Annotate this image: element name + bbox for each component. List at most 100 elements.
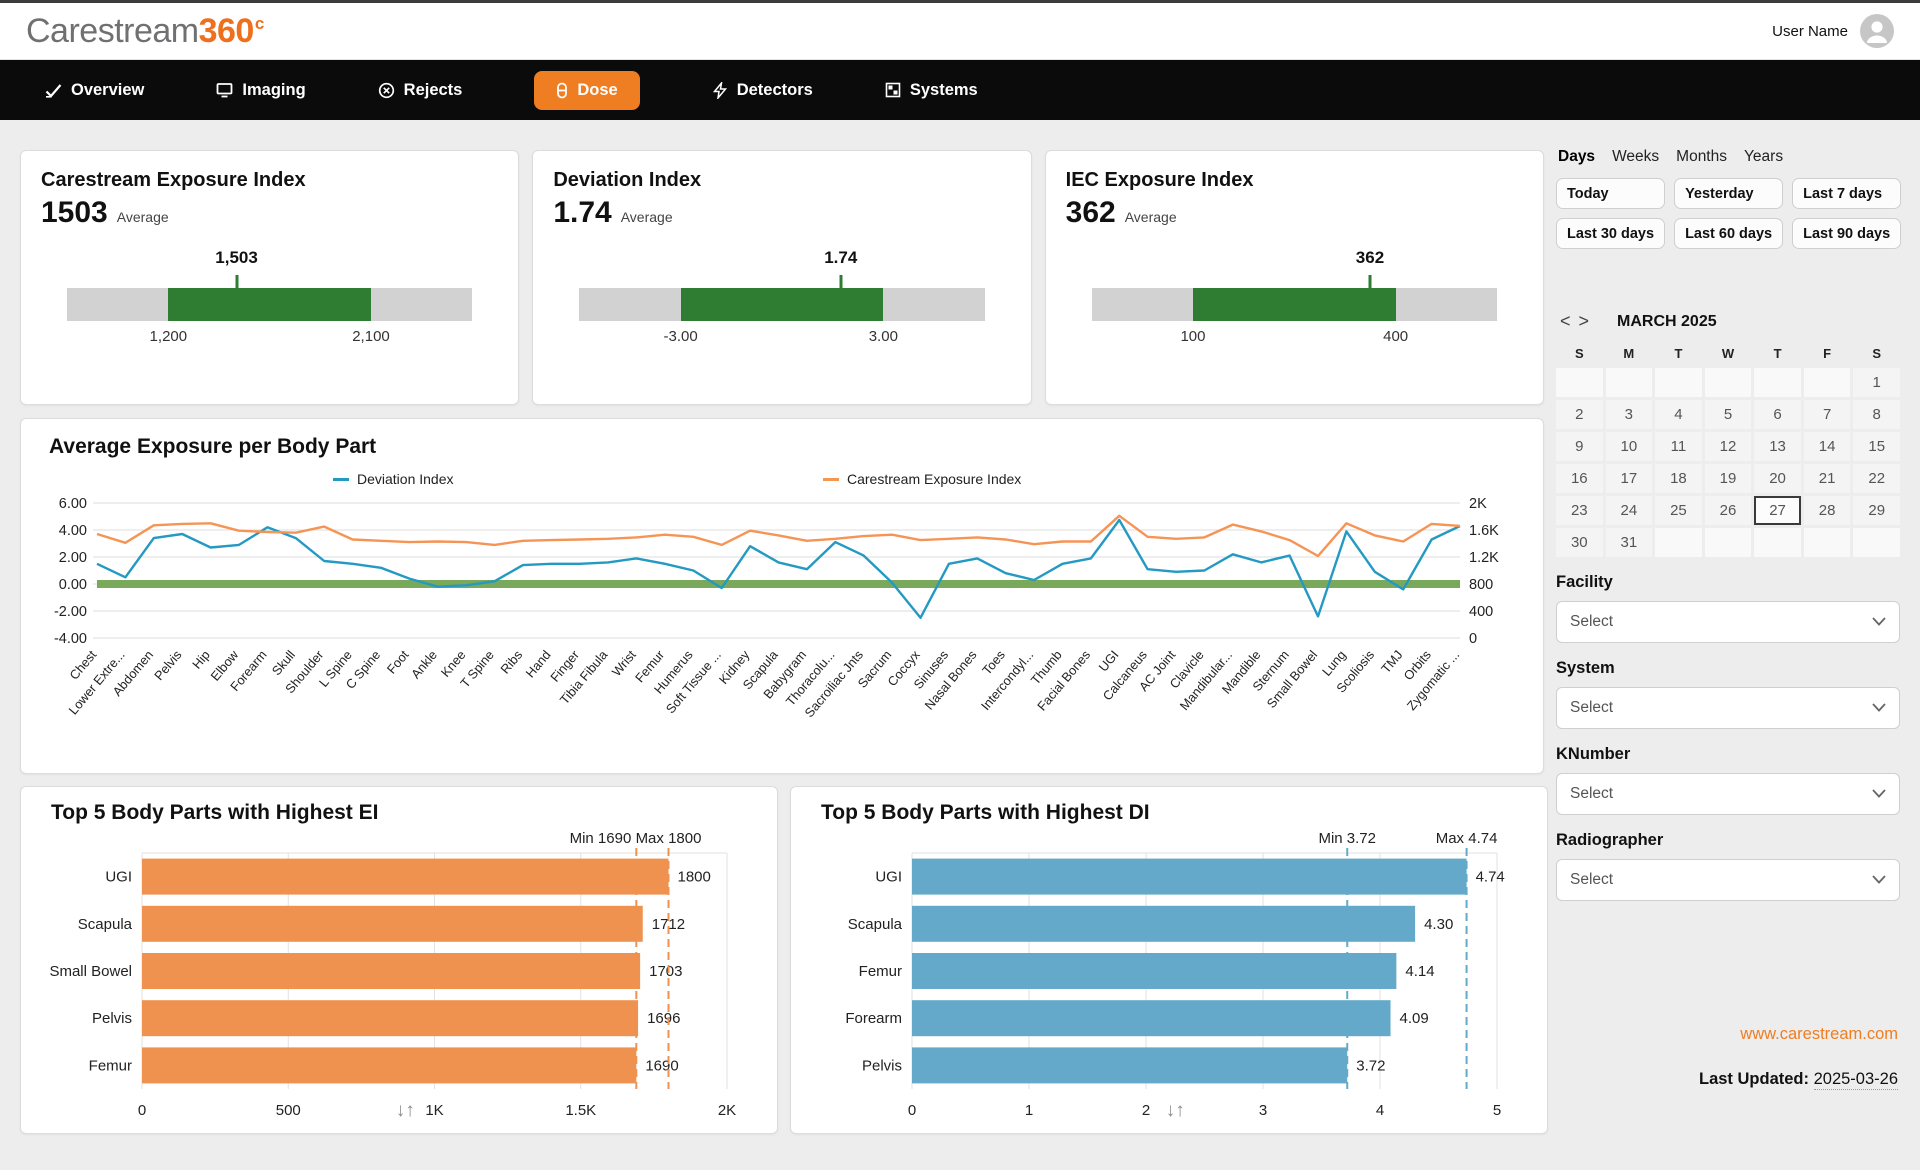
svg-text:1: 1 bbox=[1025, 1102, 1033, 1119]
calendar-next-button[interactable]: > bbox=[1578, 311, 1590, 331]
range-button-last-60-days[interactable]: Last 60 days bbox=[1674, 218, 1784, 249]
calendar-day-30[interactable]: 30 bbox=[1556, 528, 1603, 557]
calendar-prev-button[interactable]: < bbox=[1560, 311, 1571, 331]
calendar-day-12[interactable]: 12 bbox=[1704, 432, 1752, 461]
calendar-day-14[interactable]: 14 bbox=[1803, 432, 1851, 461]
calendar-day-20[interactable]: 20 bbox=[1754, 464, 1801, 493]
nav-item-overview[interactable]: Overview bbox=[45, 81, 144, 100]
bar-forearm[interactable] bbox=[912, 1000, 1391, 1037]
carestream-link[interactable]: www.carestream.com bbox=[1740, 1025, 1898, 1043]
legend-carestream-exposure-index[interactable]: Carestream Exposure Index bbox=[823, 471, 1021, 487]
legend-deviation-index[interactable]: Deviation Index bbox=[333, 471, 454, 487]
calendar-day-1[interactable]: 1 bbox=[1853, 368, 1900, 397]
top5-ei-title: Top 5 Body Parts with Highest EI bbox=[51, 801, 379, 824]
range-button-last-7-days[interactable]: Last 7 days bbox=[1792, 178, 1902, 209]
svg-text:1.6K: 1.6K bbox=[1469, 523, 1499, 539]
svg-text:500: 500 bbox=[276, 1102, 301, 1119]
calendar-day-4[interactable]: 4 bbox=[1655, 400, 1702, 429]
svg-text:Small Bowel: Small Bowel bbox=[49, 963, 132, 980]
range-button-last-90-days[interactable]: Last 90 days bbox=[1792, 218, 1902, 249]
calendar-day-8[interactable]: 8 bbox=[1853, 400, 1900, 429]
calendar-day-3[interactable]: 3 bbox=[1605, 400, 1653, 429]
bar-femur[interactable] bbox=[912, 953, 1397, 989]
calendar-day-18[interactable]: 18 bbox=[1655, 464, 1702, 493]
bar-scapula[interactable] bbox=[912, 905, 1416, 942]
calendar-day-24[interactable]: 24 bbox=[1605, 496, 1653, 525]
calendar-day-23[interactable]: 23 bbox=[1556, 496, 1603, 525]
calendar-day-5[interactable]: 5 bbox=[1704, 400, 1752, 429]
bar-scapula[interactable] bbox=[142, 905, 643, 942]
nav-item-label: Systems bbox=[909, 80, 978, 99]
calendar-day-22[interactable]: 22 bbox=[1853, 464, 1900, 493]
calendar-day-17[interactable]: 17 bbox=[1605, 464, 1653, 493]
sidebar-footer: www.carestream.com Last Updated: 2025-03… bbox=[1556, 1025, 1900, 1090]
calendar-day-26[interactable]: 26 bbox=[1704, 496, 1752, 525]
chevron-down-icon bbox=[1872, 699, 1886, 717]
overview-check-icon bbox=[45, 83, 62, 98]
gauge-track bbox=[579, 275, 985, 321]
select-knumber[interactable]: Select bbox=[1556, 773, 1900, 815]
kpi-average-label: Average bbox=[1124, 209, 1177, 225]
nav-item-imaging[interactable]: Imaging bbox=[216, 81, 306, 100]
select-radiographer[interactable]: Select bbox=[1556, 859, 1900, 901]
line-chart-legend: Deviation Index Carestream Exposure Index bbox=[35, 471, 1529, 495]
calendar-day-7[interactable]: 7 bbox=[1803, 400, 1851, 429]
bar-ugi[interactable] bbox=[912, 858, 1467, 895]
calendar-day-13[interactable]: 13 bbox=[1754, 432, 1801, 461]
bar-pelvis[interactable] bbox=[912, 1047, 1348, 1084]
calendar-day-empty bbox=[1803, 368, 1851, 397]
range-button-yesterday[interactable]: Yesterday bbox=[1674, 178, 1784, 209]
bar-pelvis[interactable] bbox=[142, 1000, 639, 1037]
nav-item-label: Detectors bbox=[736, 80, 813, 99]
sort-icon[interactable]: ↓↑ bbox=[1166, 1100, 1185, 1121]
calendar-day-2[interactable]: 2 bbox=[1556, 400, 1603, 429]
calendar-day-16[interactable]: 16 bbox=[1556, 464, 1603, 493]
svg-text:4.09: 4.09 bbox=[1400, 1010, 1429, 1027]
nav-item-rejects[interactable]: Rejects bbox=[378, 81, 462, 100]
svg-text:Pelvis: Pelvis bbox=[862, 1057, 902, 1074]
range-button-last-30-days[interactable]: Last 30 days bbox=[1556, 218, 1666, 249]
nav-item-systems[interactable]: Systems bbox=[885, 81, 978, 100]
svg-text:0: 0 bbox=[1469, 631, 1477, 647]
svg-text:1.2K: 1.2K bbox=[1469, 550, 1499, 566]
select-facility[interactable]: Select bbox=[1556, 601, 1900, 643]
calendar-day-21[interactable]: 21 bbox=[1803, 464, 1851, 493]
gauge-min-label: -3.00 bbox=[663, 328, 698, 345]
calendar-day-10[interactable]: 10 bbox=[1605, 432, 1653, 461]
calendar-day-25[interactable]: 25 bbox=[1655, 496, 1702, 525]
calendar-day-31[interactable]: 31 bbox=[1605, 528, 1653, 557]
svg-text:6.00: 6.00 bbox=[59, 496, 87, 512]
svg-text:2K: 2K bbox=[718, 1102, 736, 1119]
svg-text:-2.00: -2.00 bbox=[54, 604, 87, 620]
nav-item-dose[interactable]: Dose bbox=[534, 70, 640, 110]
logo-swoosh-icon: c bbox=[254, 13, 264, 33]
time-tab-weeks[interactable]: Weeks bbox=[1612, 148, 1660, 165]
calendar-day-9[interactable]: 9 bbox=[1556, 432, 1603, 461]
bar-femur[interactable] bbox=[142, 1047, 637, 1084]
time-tab-years[interactable]: Years bbox=[1744, 148, 1784, 165]
time-tab-days[interactable]: Days bbox=[1558, 148, 1596, 165]
select-system[interactable]: Select bbox=[1556, 687, 1900, 729]
avg-exposure-chart: 6.00 2K 4.00 1.6K 2.00 1.2K 0.00 800 -2.00 400 -4.… bbox=[54, 496, 1499, 720]
legend-swatch bbox=[333, 477, 349, 481]
bar-small-bowel[interactable] bbox=[142, 953, 641, 989]
range-button-today[interactable]: Today bbox=[1556, 178, 1666, 209]
carestream-logo[interactable]: Carestream 360 c bbox=[26, 12, 264, 51]
calendar-day-15[interactable]: 15 bbox=[1853, 432, 1900, 461]
nav-item-detectors[interactable]: Detectors bbox=[712, 81, 813, 100]
avatar[interactable] bbox=[1860, 14, 1894, 48]
calendar-day-28[interactable]: 28 bbox=[1803, 496, 1851, 525]
calendar-day-27[interactable]: 27 bbox=[1754, 496, 1801, 525]
calendar-day-29[interactable]: 29 bbox=[1853, 496, 1900, 525]
sort-icon[interactable]: ↓↑ bbox=[396, 1100, 415, 1121]
top5-di-card: Top 5 Body Parts with Highest DI 0 1 2 3 4 5 U… bbox=[790, 786, 1548, 1134]
calendar-day-11[interactable]: 11 bbox=[1655, 432, 1702, 461]
calendar-day-6[interactable]: 6 bbox=[1754, 400, 1801, 429]
time-tab-months[interactable]: Months bbox=[1676, 148, 1727, 165]
calendar-day-19[interactable]: 19 bbox=[1704, 464, 1752, 493]
svg-text:1703: 1703 bbox=[649, 963, 682, 980]
bottom-row: Top 5 Body Parts with Highest EI 0 500 1K 1… bbox=[20, 786, 1548, 1134]
bar-ugi[interactable] bbox=[142, 858, 669, 895]
filter-label-knumber: KNumber bbox=[1556, 745, 1631, 763]
